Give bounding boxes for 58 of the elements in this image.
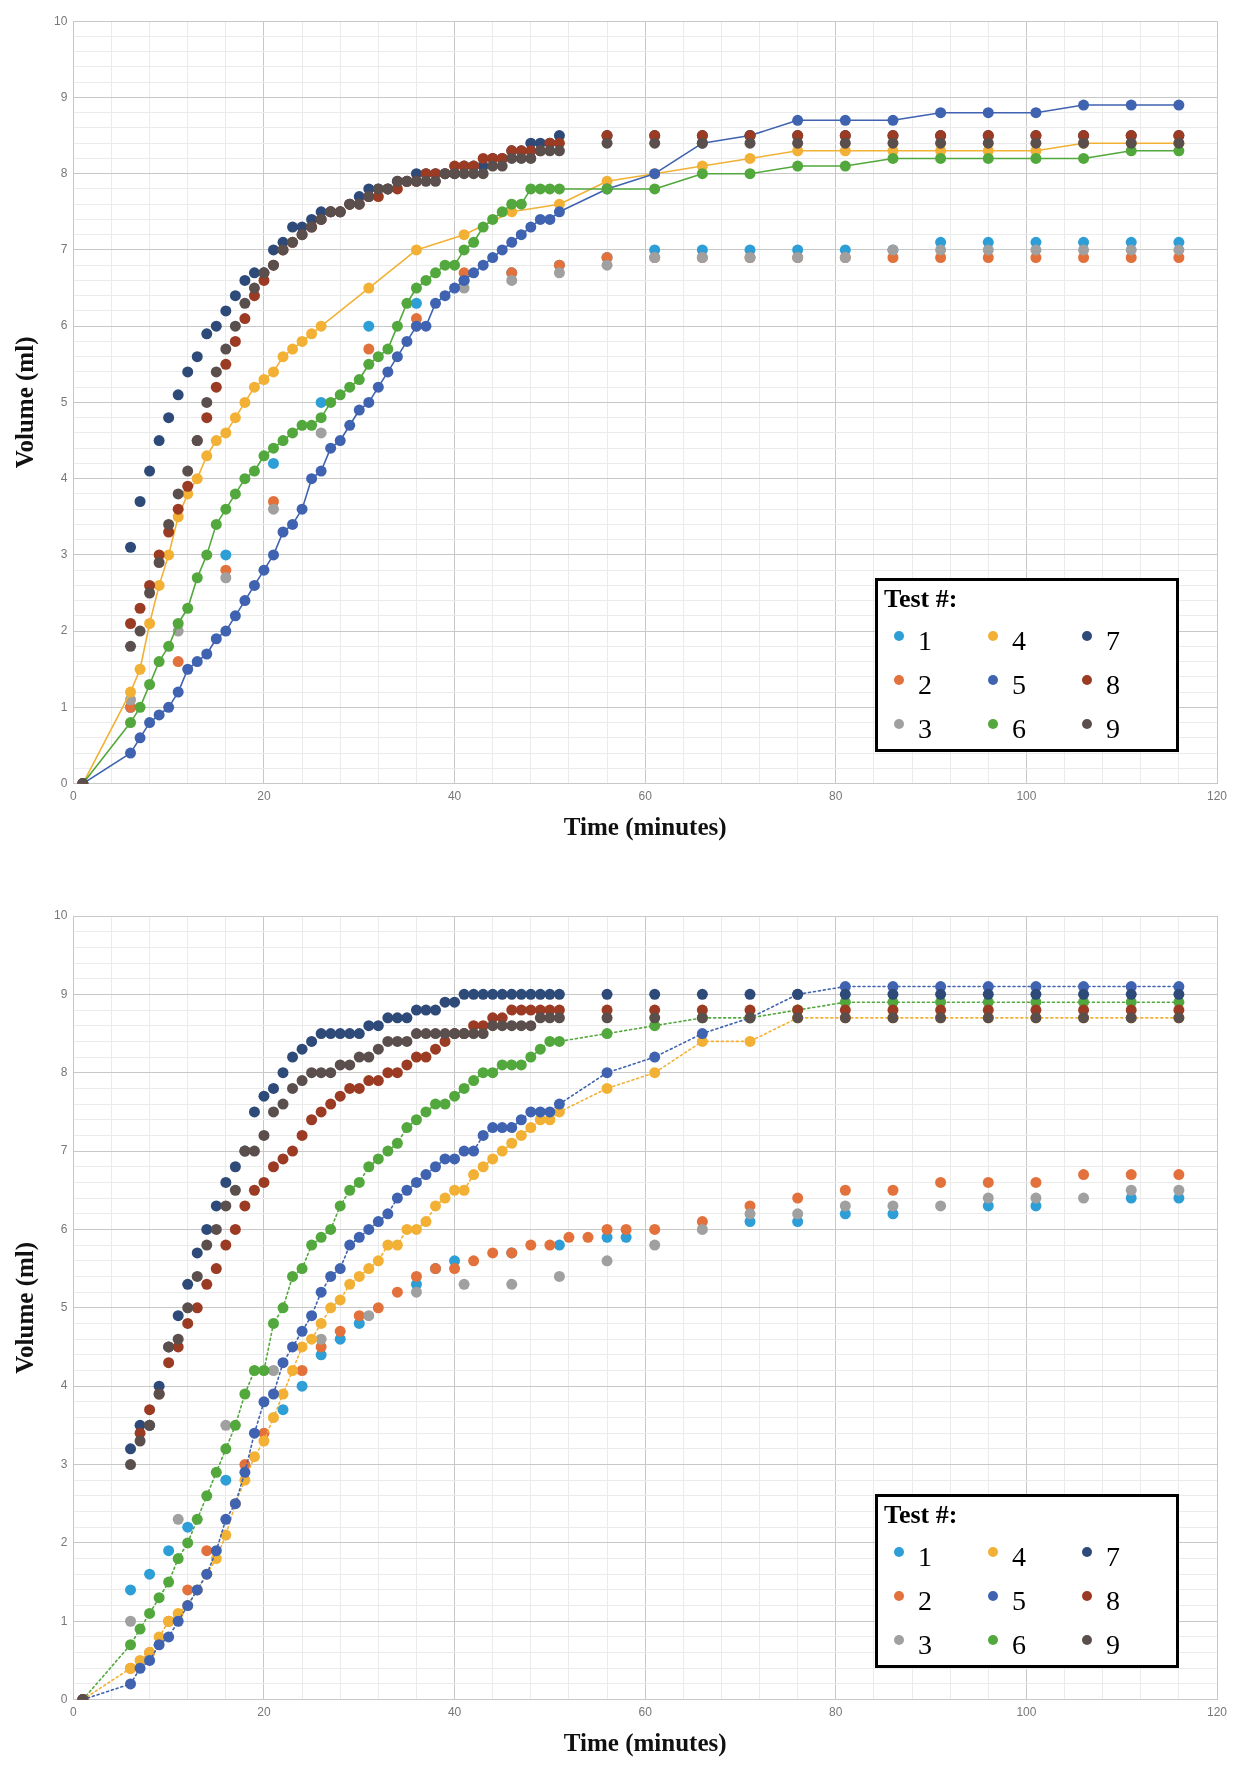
legend-label: 3: [918, 712, 932, 745]
y-tick-label: 4: [60, 1378, 68, 1393]
y-tick-label: 8: [60, 1065, 68, 1080]
legend-label: 8: [1106, 1584, 1120, 1617]
x-tick-label: 20: [257, 789, 271, 804]
y-tick-label: 7: [60, 1143, 68, 1158]
legend-label: 6: [1012, 712, 1026, 745]
y-tick-label: 0: [60, 775, 68, 790]
x-tick-label: 100: [1016, 1705, 1037, 1720]
legend-label: 7: [1106, 1540, 1120, 1573]
y-tick-label: 0: [60, 1691, 68, 1706]
y-tick-label: 8: [60, 165, 68, 180]
y-tick-label: 1: [60, 699, 68, 714]
x-tick-label: 120: [1206, 1705, 1228, 1720]
y-axis-title: Volume (ml): [11, 336, 40, 469]
y-tick-label: 6: [60, 318, 68, 333]
legend-label: 4: [1012, 1540, 1026, 1573]
legend-title: Test #:: [884, 583, 959, 613]
x-tick-label: 80: [829, 1705, 843, 1720]
legend-label: 4: [1012, 624, 1026, 657]
legend-label: 2: [918, 1584, 932, 1617]
y-tick-label: 3: [60, 547, 68, 562]
legend-label: 7: [1106, 624, 1120, 657]
legend-label: 2: [918, 668, 932, 701]
legend-label: 5: [1012, 668, 1026, 701]
x-tick-label: 20: [257, 1705, 271, 1720]
y-tick-label: 2: [60, 623, 68, 638]
x-axis-title: Time (minutes): [563, 813, 727, 842]
y-tick-label: 3: [60, 1456, 68, 1471]
y-tick-label: 9: [60, 89, 68, 104]
legend-label: 8: [1106, 668, 1120, 701]
x-tick-label: 80: [829, 789, 843, 804]
y-axis-title: Volume (ml): [11, 1241, 40, 1374]
x-tick-label: 100: [1016, 789, 1037, 804]
y-tick-label: 5: [60, 394, 68, 409]
y-tick-label: 9: [60, 986, 68, 1001]
legend-label: 3: [918, 1628, 932, 1661]
x-tick-label: 60: [638, 789, 653, 804]
legend-label: 9: [1106, 712, 1120, 745]
legend-label: 6: [1012, 1628, 1026, 1661]
x-tick-label: 40: [447, 1705, 462, 1720]
legend-label: 1: [918, 1540, 932, 1573]
y-tick-label: 4: [60, 470, 68, 485]
y-tick-label: 10: [53, 13, 68, 28]
y-tick-label: 5: [60, 1300, 68, 1315]
x-tick-label: 60: [638, 1705, 653, 1720]
y-tick-label: 6: [60, 1221, 68, 1236]
legend-label: 1: [918, 624, 932, 657]
x-tick-label: 120: [1206, 789, 1228, 804]
x-axis-title: Time (minutes): [563, 1729, 727, 1758]
legend-label: 9: [1106, 1628, 1120, 1661]
y-tick-label: 2: [60, 1535, 68, 1550]
x-tick-label: 40: [447, 789, 462, 804]
legend-label: 5: [1012, 1584, 1026, 1617]
y-tick-label: 10: [53, 908, 68, 923]
y-tick-label: 7: [60, 242, 68, 257]
legend-title: Test #:: [884, 1499, 959, 1529]
y-tick-label: 1: [60, 1613, 68, 1628]
